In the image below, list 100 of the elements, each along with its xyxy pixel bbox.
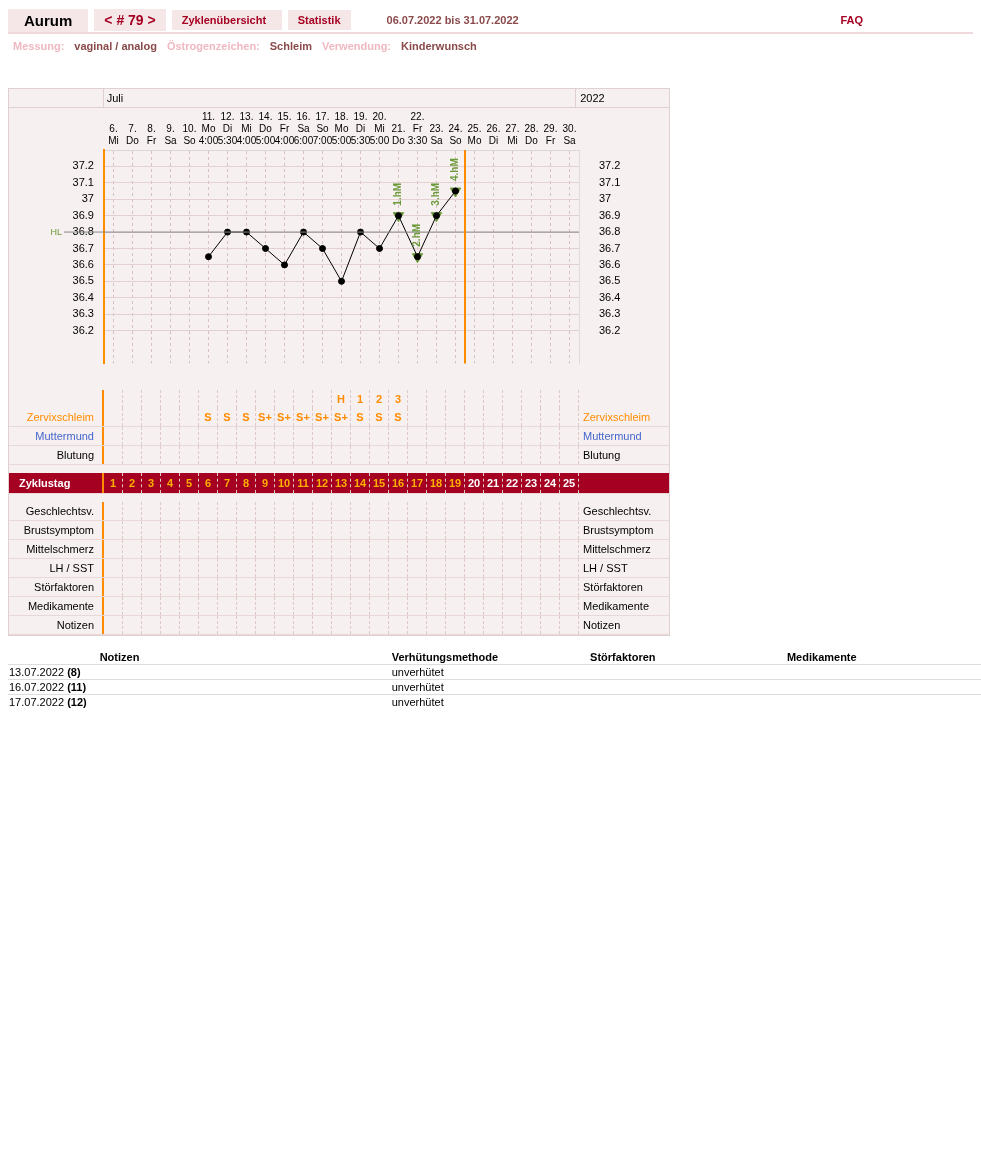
text: Schleim: [269, 40, 312, 52]
y2-tick-label: 36.7: [599, 241, 621, 254]
text: Zyklenübersicht: [171, 10, 282, 30]
text: < # 79 >: [94, 9, 166, 31]
text: unverhütet: [390, 680, 445, 695]
y-tick-label: 36.4: [72, 290, 94, 303]
x-tick-label: 11. Mo 4:00: [198, 110, 219, 146]
annotation: 1.hM: [392, 182, 404, 206]
text: Brustsymptom: [23, 524, 94, 536]
text: Kinderwunsch: [401, 40, 477, 52]
x-tick-label: 27. Mi: [505, 122, 520, 146]
text: Notizen: [9, 616, 104, 634]
text: Medikamente: [582, 599, 651, 614]
text: LH / SST: [582, 561, 629, 576]
x-tick-label: 14. Do 5:00: [255, 110, 276, 146]
text: Blutung: [582, 448, 622, 463]
y-tick-label: 36.2: [72, 323, 94, 336]
y-tick-label: 36.8: [72, 225, 94, 238]
y2-tick-label: 37.1: [599, 175, 621, 188]
text: S+: [315, 411, 329, 423]
text: unverhütet: [390, 665, 445, 680]
y2-tick-label: 36.9: [599, 208, 621, 221]
text: Medikamente: [9, 597, 104, 615]
text: Muttermund: [582, 429, 643, 444]
text: unverhütet: [390, 695, 445, 709]
y-tick-label: 36.9: [72, 208, 94, 221]
text: S+: [296, 411, 310, 423]
x-tick-label: 17. So 7:00: [312, 110, 333, 146]
text: (8): [67, 666, 81, 678]
text: Zervixschleim: [26, 411, 94, 423]
chart-subtitle: 06.07.2022 bis 31.07.2022: [386, 14, 519, 26]
x-tick-label: 12. Di 5:30: [217, 110, 238, 146]
text: Östrogenzeichen:: [166, 40, 260, 52]
x-tick-label: 10. So: [182, 122, 197, 146]
text: FAQ: [840, 14, 863, 26]
text: Brustsymptom: [582, 523, 655, 538]
text: S: [356, 411, 364, 423]
y-tick-label: 36.3: [72, 307, 94, 320]
text: 13.07.2022: [9, 666, 65, 678]
y2-tick-label: 36.5: [599, 274, 621, 287]
x-tick-label: 29. Fr: [543, 122, 558, 146]
text: S: [223, 411, 231, 423]
text: Verwendung:: [321, 40, 392, 52]
text: 2022: [575, 89, 669, 107]
y-tick-label: 37: [81, 192, 94, 205]
text: S+: [334, 411, 348, 423]
y-tick-label: 36.7: [72, 241, 94, 254]
text: Geschlechtsv.: [582, 504, 653, 519]
x-tick-label: 26. Di: [486, 122, 501, 146]
text: S: [242, 411, 250, 423]
annotation: 2.hM: [411, 223, 423, 247]
x-tick-label: 13. Mi 4:00: [236, 110, 257, 146]
text: Störfaktoren: [590, 651, 656, 663]
y-tick-label: 37.2: [72, 159, 94, 172]
x-tick-label: 9. Sa: [164, 122, 178, 146]
x-tick-label: 6. Mi: [108, 122, 119, 146]
x-tick-label: 7. Do: [126, 122, 140, 146]
text: Statistik: [287, 10, 351, 30]
text: Zyklustag: [9, 473, 104, 493]
text: Messung:: [13, 40, 65, 52]
text: Notizen: [582, 618, 622, 633]
y2-tick-label: 36.8: [599, 225, 621, 238]
text: S: [375, 411, 383, 423]
text: 17.07.2022: [9, 696, 65, 708]
text: Störfaktoren: [582, 580, 644, 595]
text: Verhütungsmethode: [390, 650, 500, 665]
text: S: [394, 411, 402, 423]
text: Muttermund: [35, 430, 94, 442]
text: Juli: [105, 91, 125, 106]
x-tick-label: 16. Sa 6:00: [293, 110, 314, 146]
text: Zervixschleim: [582, 410, 652, 425]
text: vaginal / analog: [74, 40, 157, 52]
x-tick-label: 22. Fr 3:30: [407, 110, 428, 146]
text: Mittelschmerz: [582, 542, 652, 557]
x-tick-label: 21. Do: [391, 122, 406, 146]
y2-tick-label: 36.3: [599, 307, 621, 320]
text: 16.07.2022: [9, 681, 65, 693]
x-tick-label: 30. Sa: [562, 122, 577, 146]
x-tick-label: 18. Mo 5:00: [331, 110, 352, 146]
text: (11): [67, 681, 87, 693]
x-tick-label: 23. Sa: [429, 122, 444, 146]
y2-tick-label: 36.4: [599, 290, 621, 303]
text: Blutung: [56, 449, 94, 461]
y-tick-label: 36.5: [72, 274, 94, 287]
x-tick-label: 25. Mo: [467, 122, 482, 146]
text: S+: [277, 411, 291, 423]
y2-tick-label: 36.6: [599, 257, 621, 270]
annotation: 3.hM: [430, 182, 442, 206]
text: 1 2 3 4 5 6 7 8 9 10 11 12 13 14 15 16 17 18 19 20 21 22 23 24 25: [109, 477, 576, 489]
x-tick-label: 24. So: [448, 122, 463, 146]
y2-tick-label: 36.2: [599, 323, 621, 336]
text: Geschlechtsv.: [25, 505, 94, 517]
x-tick-label: 20. Mi 5:00: [369, 110, 390, 146]
x-tick-label: 15. Fr 4:00: [274, 110, 295, 146]
x-tick-label: 19. Di 5:30: [350, 110, 371, 146]
ref-line-label: HL: [50, 226, 62, 237]
x-tick-label: 28. Do: [524, 122, 539, 146]
y2-tick-label: 37: [599, 192, 612, 205]
text: Mittelschmerz: [26, 543, 94, 555]
x-tick-label: 8. Fr: [146, 122, 157, 146]
